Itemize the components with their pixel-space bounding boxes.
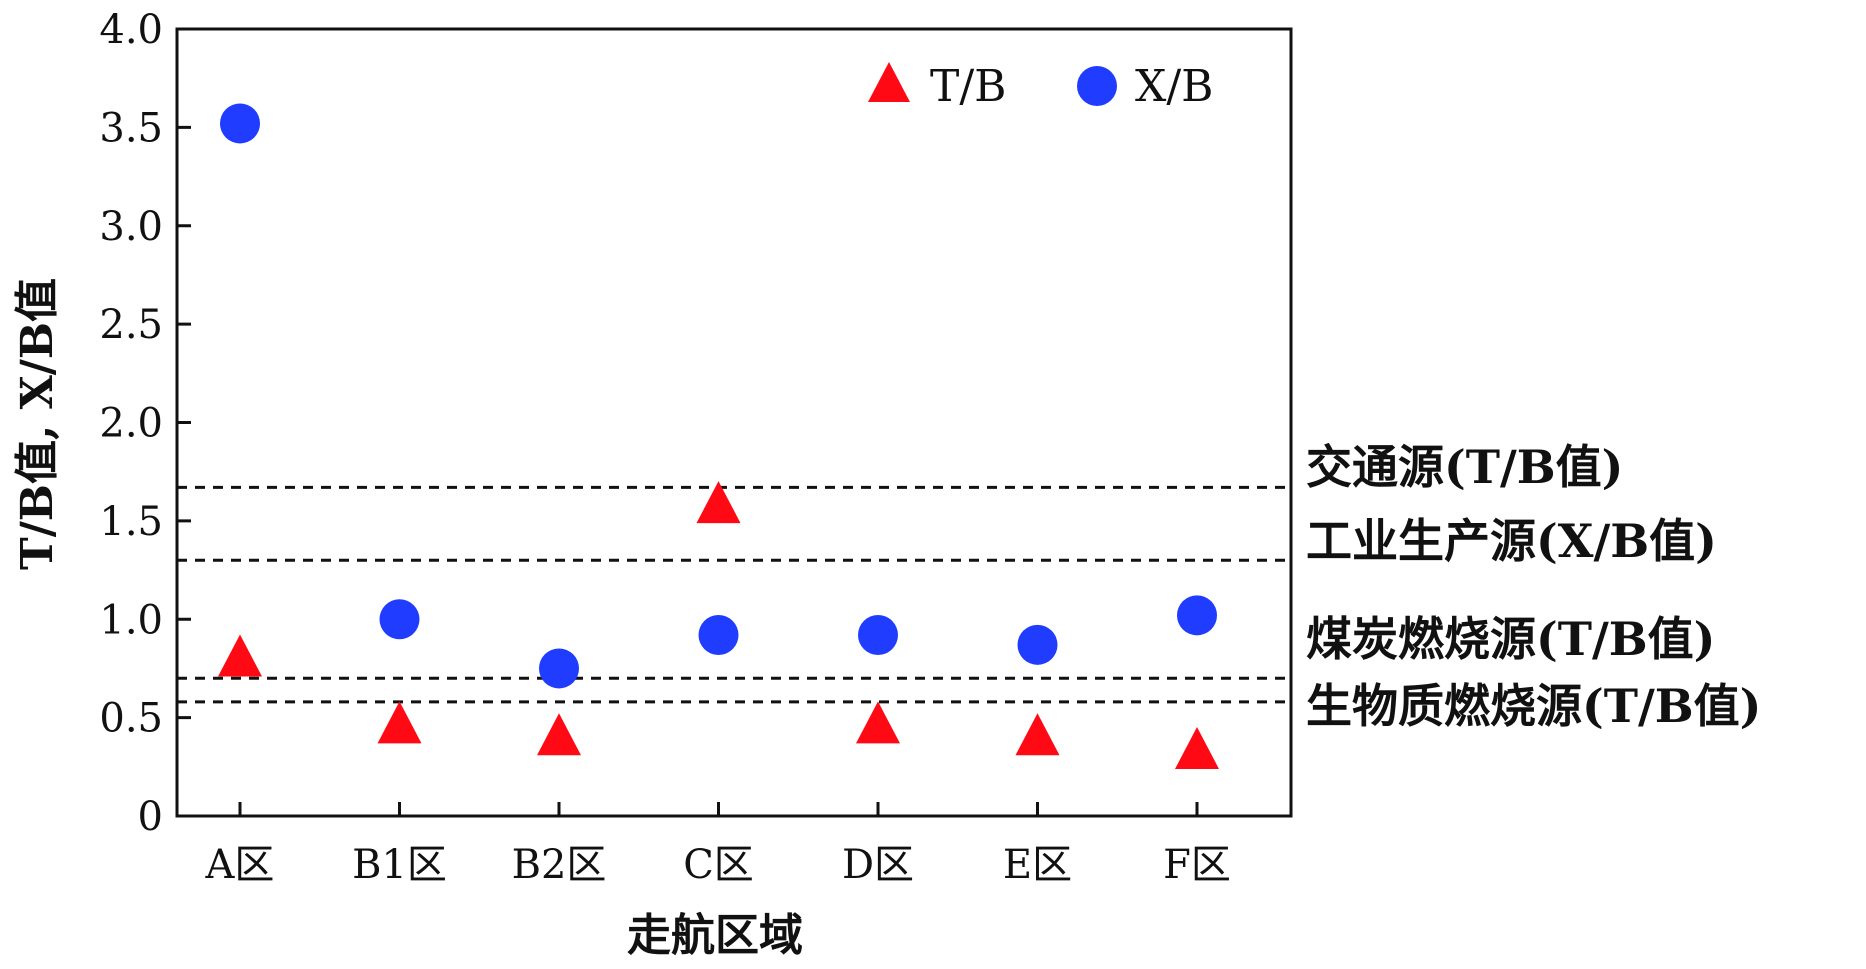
y-tick-label-6: 3.0	[99, 204, 163, 250]
x-tick-label-5: E区	[1003, 842, 1072, 888]
x-tick-label-0: A区	[205, 842, 275, 888]
point-x-b-6	[1177, 595, 1217, 636]
y-axis: 0 0.5 1.0 1.5 2.0 2.5 3.0 3.5 4.0	[99, 7, 191, 840]
y-tick-label-4: 2.0	[99, 401, 163, 447]
point-x-b-2	[539, 648, 579, 689]
x-axis-title: 走航区域	[627, 910, 803, 961]
y-tick-label-7: 3.5	[99, 105, 163, 151]
reference-lines	[177, 485, 1291, 704]
data-points	[218, 103, 1219, 769]
point-t-b-5	[1015, 713, 1060, 756]
y-tick-label-5: 2.5	[99, 302, 163, 348]
point-t-b-0	[218, 634, 262, 677]
y-tick-label-3: 1.5	[99, 499, 163, 545]
y-tick-label-2: 1.0	[99, 597, 163, 643]
x-tick-label-4: D区	[842, 842, 914, 888]
point-x-b-4	[858, 614, 898, 655]
point-x-b-5	[1017, 624, 1058, 665]
point-x-b-3	[698, 614, 739, 655]
x-tick-label-2: B2区	[512, 842, 607, 888]
reference-label-3: 生物质燃烧源(T/B值)	[1306, 679, 1761, 733]
reference-label-1: 工业生产源(X/B值)	[1306, 514, 1717, 568]
plot-frame	[175, 27, 1293, 818]
point-x-b-1	[379, 599, 420, 640]
legend-label-x-b: X/B	[1135, 61, 1213, 112]
legend-label-t-b: T/B	[930, 61, 1007, 112]
x-tick-label-1: B1区	[352, 842, 447, 888]
x-axis: A区 B1区 B2区 C区 D区 E区 F区	[205, 802, 1231, 888]
point-t-b-3	[696, 481, 741, 524]
y-tick-label-8: 4.0	[99, 7, 163, 53]
point-t-b-4	[856, 701, 900, 744]
y-tick-label-1: 0.5	[99, 696, 163, 742]
legend-symbol-x-b	[1077, 66, 1117, 106]
legend-symbol-t-b	[868, 62, 910, 102]
point-t-b-1	[377, 701, 422, 744]
point-t-b-2	[537, 713, 581, 756]
y-axis-title: T/B值, X/B值	[12, 278, 63, 570]
legend: T/B X/B	[868, 61, 1213, 112]
point-t-b-6	[1175, 727, 1219, 769]
x-tick-label-3: C区	[683, 842, 754, 888]
reference-label-2: 煤炭燃烧源(T/B值)	[1306, 612, 1715, 666]
y-tick-label-0: 0	[138, 794, 163, 840]
x-tick-label-6: F区	[1163, 842, 1231, 888]
reference-label-0: 交通源(T/B值)	[1306, 440, 1623, 494]
reference-labels: 交通源(T/B值) 工业生产源(X/B值) 煤炭燃烧源(T/B值) 生物质燃烧源(T/…	[1306, 440, 1761, 733]
point-x-b-0	[220, 103, 260, 144]
